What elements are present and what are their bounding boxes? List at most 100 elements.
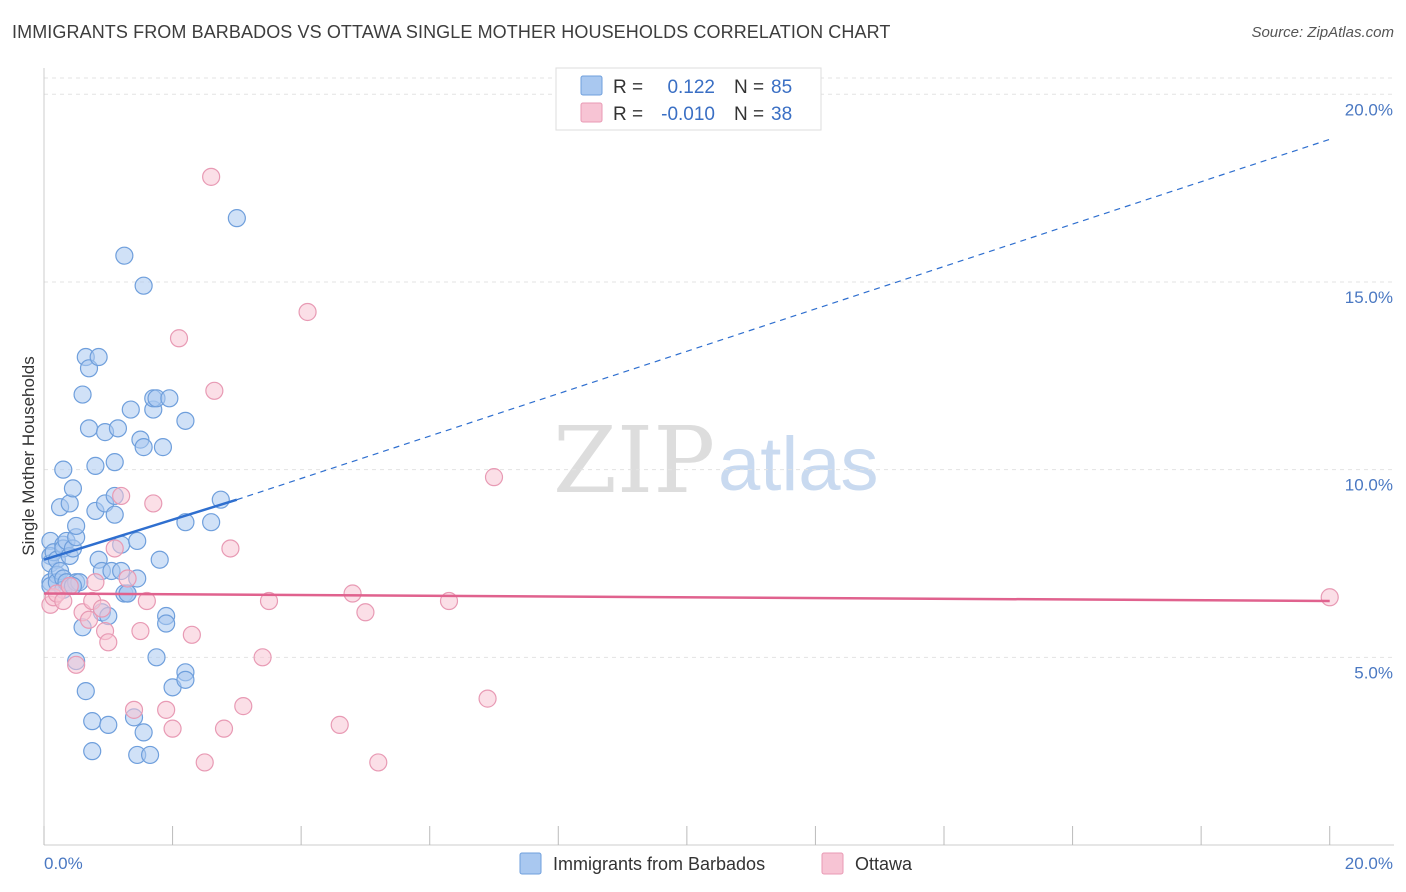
point-barbados [134, 276, 153, 295]
point-ottawa [221, 539, 240, 558]
point-ottawa [124, 700, 144, 719]
point-barbados [86, 456, 105, 475]
point-barbados [105, 453, 124, 472]
point-barbados [79, 419, 99, 438]
point-ottawa [118, 569, 137, 588]
point-barbados [202, 513, 221, 532]
point-ottawa [157, 700, 176, 719]
point-barbados [153, 438, 173, 457]
point-barbados [108, 419, 128, 438]
point-ottawa [144, 494, 163, 513]
point-ottawa [234, 697, 253, 716]
point-barbados [121, 400, 140, 419]
bottom-legend-swatch-barbados [519, 852, 542, 875]
point-ottawa [112, 486, 131, 506]
point-ottawa [356, 603, 375, 622]
point-ottawa [298, 302, 317, 322]
x-axis-ticks [43, 826, 1331, 845]
legend-n-value-barbados: 85 [771, 77, 792, 98]
point-barbados [105, 505, 124, 524]
chart-title: IMMIGRANTS FROM BARBADOS VS OTTAWA SINGL… [12, 22, 891, 42]
y-axis-title: Single Mother Households [19, 356, 38, 555]
bottom-legend-label-ottawa: Ottawa [855, 854, 913, 874]
source-label: Source: ZipAtlas.com [1251, 24, 1394, 41]
point-ottawa [79, 610, 99, 629]
point-barbados [176, 670, 195, 689]
legend-n-label-barbados: N = [734, 77, 764, 98]
point-barbados [73, 385, 92, 404]
point-barbados [160, 389, 179, 408]
point-barbados [227, 209, 246, 228]
trend-line-ottawa [43, 592, 1330, 603]
point-ottawa [214, 719, 234, 738]
y-axis-tick-labels: 5.0% 10.0% 15.0% 20.0% [1345, 100, 1393, 682]
grid-lines [44, 77, 1394, 658]
point-ottawa [484, 468, 504, 487]
point-ottawa [60, 576, 79, 596]
data-points [41, 167, 1339, 772]
y-tick-label: 10.0% [1345, 476, 1393, 495]
point-ottawa [99, 633, 118, 652]
point-ottawa [86, 573, 105, 592]
point-ottawa [67, 655, 86, 674]
point-ottawa [92, 599, 111, 618]
trend-line-barbados [43, 498, 238, 561]
watermark-atlas: atlas [718, 422, 879, 507]
point-ottawa [195, 753, 214, 772]
point-ottawa [105, 539, 124, 558]
point-barbados [99, 715, 118, 734]
point-barbados [176, 411, 195, 430]
point-ottawa [205, 381, 224, 400]
point-barbados [83, 742, 102, 761]
legend-n-value-ottawa: 38 [771, 104, 792, 125]
series-legend: Immigrants from Barbados Ottawa [519, 852, 913, 875]
trend-lines [43, 138, 1330, 603]
bottom-legend-label-barbados: Immigrants from Barbados [553, 854, 765, 874]
watermark-zip: ZIP [553, 407, 715, 514]
point-ottawa [369, 753, 388, 772]
point-ottawa [169, 329, 189, 348]
legend-r-value-barbados: 0.122 [667, 77, 715, 98]
trend-line-dashed-barbados [236, 138, 1330, 501]
point-ottawa [163, 719, 182, 738]
legend-r-value-ottawa: -0.010 [661, 104, 715, 125]
legend-swatch-ottawa [580, 102, 603, 123]
point-barbados [134, 438, 153, 457]
point-ottawa [182, 625, 201, 644]
correlation-legend: R = 0.122 N = 85 R = -0.010 N = 38 [555, 67, 822, 131]
bottom-legend-swatch-ottawa [821, 852, 844, 875]
point-barbados [150, 550, 169, 569]
y-tick-label: 20.0% [1345, 100, 1393, 119]
point-barbados [60, 494, 79, 513]
point-ottawa [478, 689, 497, 708]
point-barbados [83, 712, 102, 731]
point-ottawa [1320, 588, 1339, 607]
x-tick-label-max: 20.0% [1345, 854, 1393, 873]
point-ottawa [137, 591, 156, 611]
point-barbados [67, 516, 86, 536]
legend-swatch-barbados [580, 75, 603, 96]
watermark: ZIP atlas [553, 407, 879, 514]
point-barbados [128, 531, 147, 551]
point-ottawa [259, 591, 279, 611]
x-tick-label-min: 0.0% [44, 854, 83, 873]
point-barbados [147, 648, 166, 667]
point-barbados [76, 682, 95, 701]
y-tick-label: 5.0% [1354, 663, 1393, 682]
legend-r-label-ottawa: R = [613, 104, 643, 125]
point-barbados [115, 246, 134, 265]
legend-r-label-barbados: R = [613, 77, 643, 98]
legend-n-label-ottawa: N = [734, 104, 764, 125]
point-ottawa [202, 167, 221, 186]
point-barbados [89, 347, 108, 367]
point-barbados [140, 745, 160, 765]
point-ottawa [330, 715, 349, 734]
point-barbados [54, 460, 73, 479]
point-ottawa [343, 584, 362, 603]
point-ottawa [253, 648, 272, 667]
point-ottawa [131, 621, 150, 641]
point-barbados [134, 723, 153, 742]
y-tick-label: 15.0% [1345, 288, 1393, 307]
point-barbados [157, 614, 176, 633]
